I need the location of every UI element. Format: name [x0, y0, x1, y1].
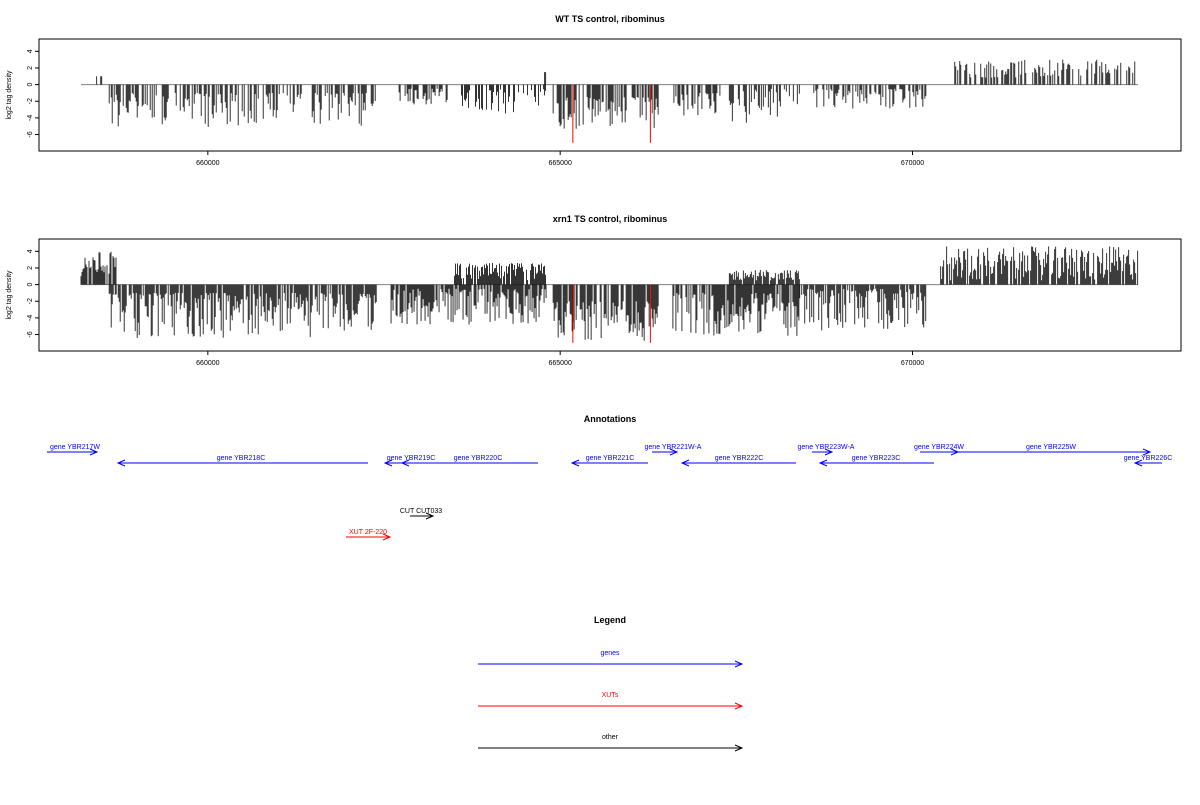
annotation-label: gene YBR219C: [387, 455, 436, 462]
annotation-arrow: [47, 448, 99, 456]
annotation-arrow: [346, 533, 392, 541]
annotation-arrow: [680, 459, 796, 467]
y-axis: 4 2 0 -2 -4 -6: [27, 49, 39, 138]
y-tick-label: -6: [27, 131, 34, 137]
legend-arrow: [478, 660, 744, 668]
x-tick-label: 670000: [901, 360, 924, 367]
y-tick-label: 0: [27, 83, 34, 87]
annotation-arrow: [1133, 459, 1162, 467]
annotations-title: Annotations: [584, 414, 637, 424]
y-tick-label: -2: [27, 98, 34, 104]
y-tick-label: 0: [27, 283, 34, 287]
y-tick-label: 4: [27, 49, 34, 53]
legend-entries: genes XUTs other: [478, 650, 744, 752]
y-tick-label: 2: [27, 66, 34, 70]
annotation-label: gene YBR225W: [1026, 444, 1076, 451]
chart-title: xrn1 TS control, ribominus: [553, 214, 668, 224]
y-tick-label: -4: [27, 115, 34, 121]
legend-arrow: [478, 702, 744, 710]
y-tick-label: -6: [27, 331, 34, 337]
x-axis: 660000 665000 670000: [196, 351, 924, 367]
wt-density-panel: WT TS control, ribominus log2 tag densit…: [6, 14, 1182, 167]
density-bars: [81, 59, 1138, 143]
xrn1-density-panel: xrn1 TS control, ribominus log2 tag dens…: [6, 214, 1182, 367]
annotation-label: gene YBR223W-A: [798, 444, 855, 451]
annotation-features: gene YBR217W gene YBR218C gene YBR219C gene…: [47, 444, 1173, 541]
x-tick-label: 670000: [901, 160, 924, 167]
y-axis: 4 2 0 -2 -4 -6: [27, 249, 39, 338]
annotation-label: gene YBR221W-A: [645, 444, 702, 451]
x-tick-label: 660000: [196, 160, 219, 167]
y-axis-label: log2 tag density: [6, 70, 13, 120]
legend-label: other: [602, 734, 619, 741]
annotation-label: gene YBR220C: [454, 455, 503, 462]
annotation-label: gene YBR224W: [914, 444, 964, 451]
y-tick-label: -4: [27, 315, 34, 321]
density-bars: [80, 246, 1139, 343]
x-tick-label: 665000: [548, 360, 571, 367]
legend-label: XUTs: [602, 692, 619, 699]
annotation-arrow: [952, 448, 1152, 456]
legend-title: Legend: [594, 615, 626, 625]
y-tick-label: 4: [27, 249, 34, 253]
chart-title: WT TS control, ribominus: [555, 14, 665, 24]
plot-frame: [38, 38, 1182, 152]
annotation-label: gene YBR218C: [217, 455, 266, 462]
y-axis-label: log2 tag density: [6, 270, 13, 320]
x-tick-label: 665000: [548, 160, 571, 167]
x-axis: 660000 665000 670000: [196, 151, 924, 167]
plot-frame: [38, 238, 1182, 352]
legend-arrow: [478, 744, 744, 752]
annotation-label: gene YBR223C: [852, 455, 901, 462]
y-tick-label: -2: [27, 298, 34, 304]
annotation-label: gene YBR226C: [1124, 455, 1173, 462]
annotation-arrow: [652, 448, 679, 456]
y-tick-label: 2: [27, 266, 34, 270]
legend: Legend genes XUTs other: [478, 615, 744, 752]
annotation-label: gene YBR222C: [715, 455, 764, 462]
x-tick-label: 660000: [196, 360, 219, 367]
annotation-label: gene YBR217W: [50, 444, 100, 451]
annotation-arrow: [570, 459, 648, 467]
annotation-arrow: [400, 459, 538, 467]
annotation-arrow: [812, 448, 834, 456]
annotation-label: gene YBR221C: [586, 455, 635, 462]
annotation-arrow: [410, 512, 435, 520]
legend-label: genes: [600, 650, 620, 657]
annotation-label: XUT 2F-220: [349, 529, 387, 536]
annotation-label: CUT CUT033: [400, 508, 442, 515]
annotation-arrow: [818, 459, 934, 467]
annotation-arrow: [116, 459, 368, 467]
